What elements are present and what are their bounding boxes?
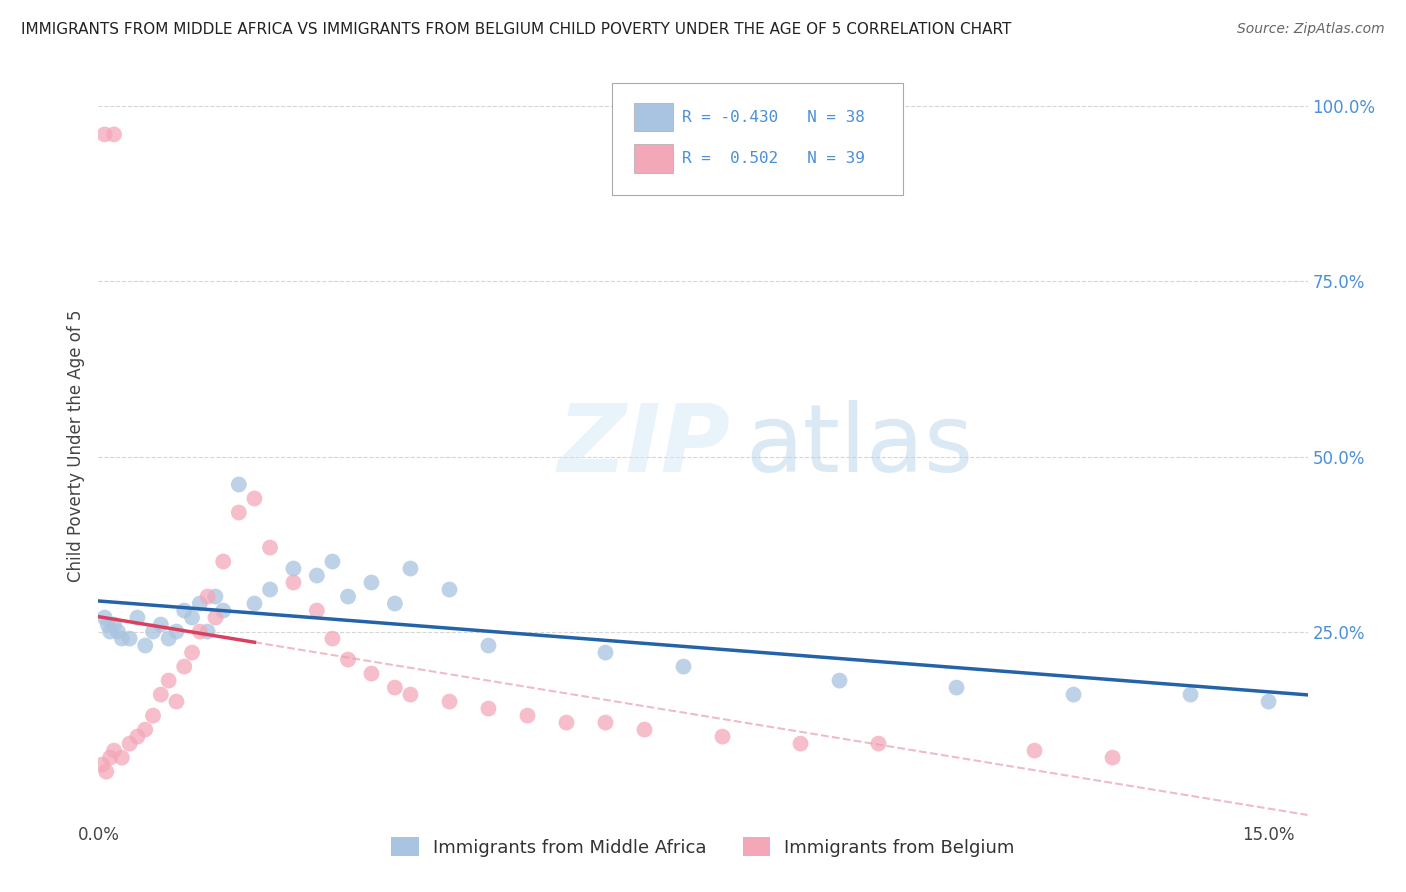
- Point: [1257, 695, 1279, 709]
- Point: [96, 764, 118, 779]
- Point: [1063, 688, 1085, 702]
- Point: [173, 603, 195, 617]
- Point: [103, 617, 125, 632]
- Point: [399, 688, 422, 702]
- Point: [305, 568, 328, 582]
- Point: [633, 723, 655, 737]
- Point: [204, 590, 226, 604]
- Point: [103, 128, 125, 142]
- Point: [477, 701, 499, 715]
- Point: [672, 659, 695, 673]
- Point: [399, 561, 422, 575]
- Point: [197, 590, 219, 604]
- Text: atlas: atlas: [745, 400, 973, 492]
- FancyBboxPatch shape: [613, 83, 903, 195]
- Point: [98, 624, 121, 639]
- FancyBboxPatch shape: [634, 103, 672, 131]
- Point: [789, 737, 811, 751]
- Point: [259, 582, 281, 597]
- Point: [321, 632, 343, 646]
- Point: [555, 715, 578, 730]
- Point: [118, 632, 141, 646]
- Point: [97, 617, 120, 632]
- Point: [828, 673, 851, 688]
- Point: [945, 681, 967, 695]
- Point: [188, 597, 211, 611]
- Legend: Immigrants from Middle Africa, Immigrants from Belgium: Immigrants from Middle Africa, Immigrant…: [384, 830, 1022, 864]
- Point: [228, 477, 250, 491]
- FancyBboxPatch shape: [634, 144, 672, 172]
- Point: [212, 555, 235, 569]
- Point: [259, 541, 281, 555]
- Point: [1180, 688, 1202, 702]
- Point: [149, 688, 172, 702]
- Point: [711, 730, 734, 744]
- Point: [595, 715, 617, 730]
- Point: [439, 582, 461, 597]
- Point: [93, 128, 115, 142]
- Point: [360, 666, 382, 681]
- Point: [173, 659, 195, 673]
- Point: [142, 624, 165, 639]
- Point: [134, 723, 156, 737]
- Point: [127, 730, 149, 744]
- Y-axis label: Child Poverty Under the Age of 5: Child Poverty Under the Age of 5: [66, 310, 84, 582]
- Point: [142, 708, 165, 723]
- Point: [165, 624, 187, 639]
- Point: [107, 624, 129, 639]
- Point: [337, 590, 360, 604]
- Point: [321, 555, 343, 569]
- Text: Source: ZipAtlas.com: Source: ZipAtlas.com: [1237, 22, 1385, 37]
- Point: [1024, 743, 1046, 757]
- Text: R = -0.430   N = 38: R = -0.430 N = 38: [682, 110, 865, 125]
- Point: [103, 743, 125, 757]
- Point: [181, 610, 204, 624]
- Point: [118, 737, 141, 751]
- Point: [337, 652, 360, 666]
- Point: [98, 750, 121, 764]
- Point: [243, 491, 266, 506]
- Text: ZIP: ZIP: [558, 400, 731, 492]
- Point: [868, 737, 890, 751]
- Point: [111, 750, 134, 764]
- Point: [283, 561, 305, 575]
- Point: [516, 708, 538, 723]
- Text: IMMIGRANTS FROM MIDDLE AFRICA VS IMMIGRANTS FROM BELGIUM CHILD POVERTY UNDER THE: IMMIGRANTS FROM MIDDLE AFRICA VS IMMIGRA…: [21, 22, 1011, 37]
- Point: [439, 695, 461, 709]
- Point: [1101, 750, 1123, 764]
- Point: [188, 624, 211, 639]
- Point: [93, 610, 115, 624]
- Point: [228, 506, 250, 520]
- Point: [165, 695, 187, 709]
- Point: [384, 597, 406, 611]
- Point: [283, 575, 305, 590]
- Point: [197, 624, 219, 639]
- Point: [181, 646, 204, 660]
- Point: [134, 639, 156, 653]
- Point: [243, 597, 266, 611]
- Point: [305, 603, 328, 617]
- Point: [360, 575, 382, 590]
- Point: [157, 632, 180, 646]
- Point: [595, 646, 617, 660]
- Point: [111, 632, 134, 646]
- Point: [212, 603, 235, 617]
- Point: [127, 610, 149, 624]
- Point: [384, 681, 406, 695]
- Point: [91, 757, 114, 772]
- Text: R =  0.502   N = 39: R = 0.502 N = 39: [682, 151, 865, 166]
- Point: [149, 617, 172, 632]
- Point: [157, 673, 180, 688]
- Point: [477, 639, 499, 653]
- Point: [204, 610, 226, 624]
